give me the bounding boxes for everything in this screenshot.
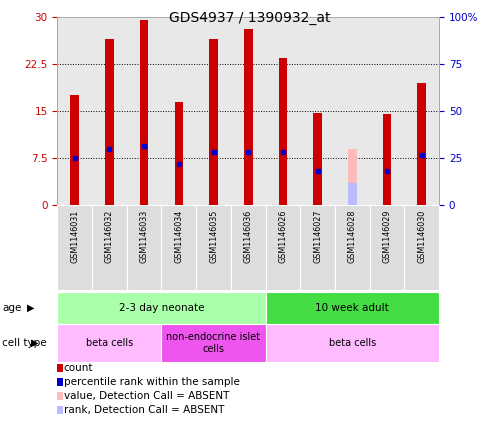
Bar [265, 205, 300, 290]
Bar [278, 58, 287, 205]
Text: GSM1146027: GSM1146027 [313, 209, 322, 263]
Text: ▶: ▶ [31, 338, 38, 348]
Bar [265, 292, 439, 324]
Bar [92, 17, 127, 205]
Bar [57, 17, 92, 205]
Text: cell type: cell type [2, 338, 47, 348]
Text: beta cells: beta cells [86, 338, 133, 348]
Bar [418, 83, 426, 205]
Text: GSM1146029: GSM1146029 [383, 209, 392, 263]
Text: GSM1146032: GSM1146032 [105, 209, 114, 263]
Text: non-endocrine islet
cells: non-endocrine islet cells [167, 332, 260, 354]
Text: GSM1146031: GSM1146031 [70, 209, 79, 263]
Bar [70, 95, 79, 205]
Bar [404, 17, 439, 205]
Bar [313, 113, 322, 205]
Bar [105, 39, 114, 205]
Bar [162, 17, 196, 205]
Text: GDS4937 / 1390932_at: GDS4937 / 1390932_at [169, 11, 330, 25]
Text: GSM1146033: GSM1146033 [140, 209, 149, 263]
Bar [265, 17, 300, 205]
Text: ▶: ▶ [27, 303, 35, 313]
Bar [175, 102, 183, 205]
Bar [231, 205, 265, 290]
Text: beta cells: beta cells [329, 338, 376, 348]
Bar [162, 205, 196, 290]
Bar [244, 30, 252, 205]
Text: GSM1146026: GSM1146026 [278, 209, 287, 263]
Bar [196, 17, 231, 205]
Bar [127, 17, 162, 205]
Bar [300, 17, 335, 205]
Bar [140, 20, 149, 205]
Bar [209, 39, 218, 205]
Bar [370, 17, 404, 205]
Text: GSM1146036: GSM1146036 [244, 209, 253, 263]
Text: value, Detection Call = ABSENT: value, Detection Call = ABSENT [64, 391, 229, 401]
Text: age: age [2, 303, 22, 313]
Bar [383, 114, 391, 205]
Bar [348, 183, 357, 205]
Text: GSM1146034: GSM1146034 [174, 209, 183, 263]
Bar [196, 205, 231, 290]
Bar [265, 324, 439, 362]
Bar [127, 205, 162, 290]
Text: GSM1146030: GSM1146030 [417, 209, 426, 263]
Bar [92, 205, 127, 290]
Bar [335, 17, 370, 205]
Bar [335, 205, 370, 290]
Bar [57, 292, 265, 324]
Text: rank, Detection Call = ABSENT: rank, Detection Call = ABSENT [64, 405, 224, 415]
Text: count: count [64, 363, 93, 373]
Bar [57, 324, 162, 362]
Bar [348, 149, 357, 205]
Bar [300, 205, 335, 290]
Bar [370, 205, 404, 290]
Text: GSM1146028: GSM1146028 [348, 209, 357, 263]
Text: 2-3 day neonate: 2-3 day neonate [119, 303, 204, 313]
Text: percentile rank within the sample: percentile rank within the sample [64, 377, 240, 387]
Bar [404, 205, 439, 290]
Bar [57, 205, 92, 290]
Bar [231, 17, 265, 205]
Text: GSM1146035: GSM1146035 [209, 209, 218, 263]
Bar [162, 324, 265, 362]
Text: 10 week adult: 10 week adult [315, 303, 389, 313]
